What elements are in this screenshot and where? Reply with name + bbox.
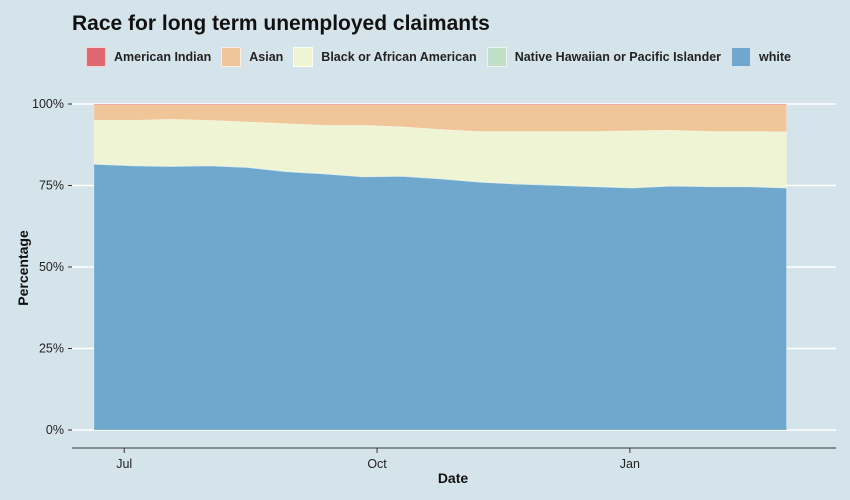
legend-label: Black or African American (321, 50, 477, 64)
chart-legend: American Indian Asian Black or African Ame… (86, 46, 801, 68)
area-american-indian (93, 103, 787, 105)
legend-item: American Indian (86, 47, 211, 67)
area-white (93, 163, 787, 431)
x-axis-title: Date (438, 470, 469, 486)
legend-label: white (759, 50, 791, 64)
y-tick-label: 0% (46, 423, 64, 437)
legend-item: white (731, 47, 791, 67)
legend-item: Native Hawaiian or Pacific Islander (486, 47, 722, 67)
x-tick-label: Jul (116, 457, 132, 471)
legend-swatch (486, 47, 507, 67)
legend-item: Asian (221, 47, 283, 67)
legend-swatch (293, 47, 314, 67)
legend-label: American Indian (114, 50, 212, 64)
x-tick-label: Oct (367, 457, 387, 471)
legend-label: Asian (249, 50, 284, 64)
y-tick-label: 50% (39, 260, 64, 274)
y-tick-label: 100% (32, 97, 64, 111)
y-tick-label: 25% (39, 342, 64, 356)
legend-item: Black or African American (293, 47, 477, 67)
legend-swatch (731, 47, 752, 67)
y-tick-label: 75% (39, 179, 64, 193)
area-series (93, 103, 787, 431)
legend-swatch (86, 47, 106, 67)
axes: 0% 25% 50% 75% 100% Jul Oct Jan (32, 97, 836, 471)
y-axis-title: Percentage (15, 230, 31, 306)
chart-title: Race for long term unemployed claimants (72, 12, 490, 35)
x-tick-label: Jan (620, 457, 640, 471)
legend-label: Native Hawaiian or Pacific Islander (514, 50, 722, 64)
legend-swatch (221, 47, 242, 67)
